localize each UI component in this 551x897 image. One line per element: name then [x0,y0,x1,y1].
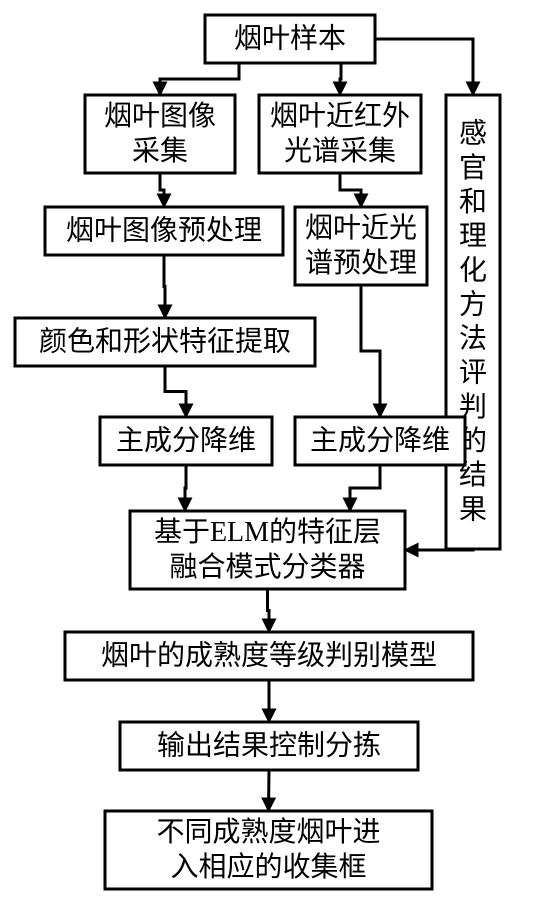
node-n3-char-1: 官 [459,152,487,184]
node-n10: 烟叶的成熟度等级判别模型 [65,632,473,680]
node-n9: 基于ELM的特征层融合模式分类器 [130,511,405,589]
edge-n4-n6 [164,255,165,318]
node-n2-line-0: 烟叶近红外 [270,100,410,132]
edge-n7-n9 [185,465,186,511]
edge-n0-n1 [160,63,239,95]
node-n3-char-2: 和 [459,186,487,218]
node-n12-line-1: 入相应的收集框 [170,851,366,883]
node-n5: 烟叶近光谱预处理 [295,207,427,285]
node-n3-char-6: 法 [459,323,487,355]
node-n6-line-0: 颜色和形状特征提取 [39,326,291,358]
edge-n9-n10 [268,589,270,632]
node-n1: 烟叶图像采集 [85,95,235,173]
node-n4: 烟叶图像预处理 [45,207,283,255]
node-n4-line-0: 烟叶图像预处理 [66,215,262,247]
node-n3-char-7: 评 [459,358,487,389]
node-n0-line-0: 烟叶样本 [234,23,346,55]
edge-n11-n12 [269,770,270,811]
node-n5-line-1: 谱预处理 [305,247,417,279]
node-n7-line-0: 主成分降维 [116,425,256,457]
node-n9-line-0: 基于ELM的特征层 [154,516,381,548]
edge-n2-n5 [340,173,361,207]
edge-n1-n4 [160,173,164,207]
node-n12: 不同成熟度烟叶进入相应的收集框 [105,811,432,889]
node-n3-char-4: 化 [459,254,487,286]
node-n12-line-0: 不同成熟度烟叶进 [156,816,380,848]
node-n3-char-3: 理 [459,221,487,252]
node-n3-char-0: 感 [459,118,487,150]
node-n10-line-0: 烟叶的成熟度等级判别模型 [101,640,437,672]
edge-n0-n2 [340,63,341,95]
node-n9-line-1: 融合模式分类器 [169,551,365,583]
node-n2-line-1: 光谱采集 [284,135,396,167]
node-n1-line-1: 采集 [132,135,188,167]
node-n2: 烟叶近红外光谱采集 [259,95,421,173]
flowchart-canvas: 烟叶样本烟叶图像采集烟叶近红外光谱采集感官和理化方法评判的结果烟叶图像预处理烟叶… [0,0,551,897]
node-n3: 感官和理化方法评判的结果 [446,95,500,549]
node-n11-line-0: 输出结果控制分拣 [157,730,381,762]
edge-n8-n9 [350,465,380,511]
node-n3-char-11: 果 [459,494,487,525]
node-n1-line-0: 烟叶图像 [104,100,216,132]
node-n3-char-5: 方 [459,288,487,320]
node-n0: 烟叶样本 [205,15,375,63]
node-n8-line-0: 主成分降维 [310,425,450,457]
node-n11: 输出结果控制分拣 [120,722,418,770]
edge-n0-n3 [375,39,473,95]
edge-n6-n7 [165,366,186,417]
node-n5-line-0: 烟叶近光 [305,212,417,244]
node-n6: 颜色和形状特征提取 [15,318,315,366]
node-n8: 主成分降维 [295,417,465,465]
node-n7: 主成分降维 [100,417,272,465]
edge-n5-n8 [361,285,380,417]
